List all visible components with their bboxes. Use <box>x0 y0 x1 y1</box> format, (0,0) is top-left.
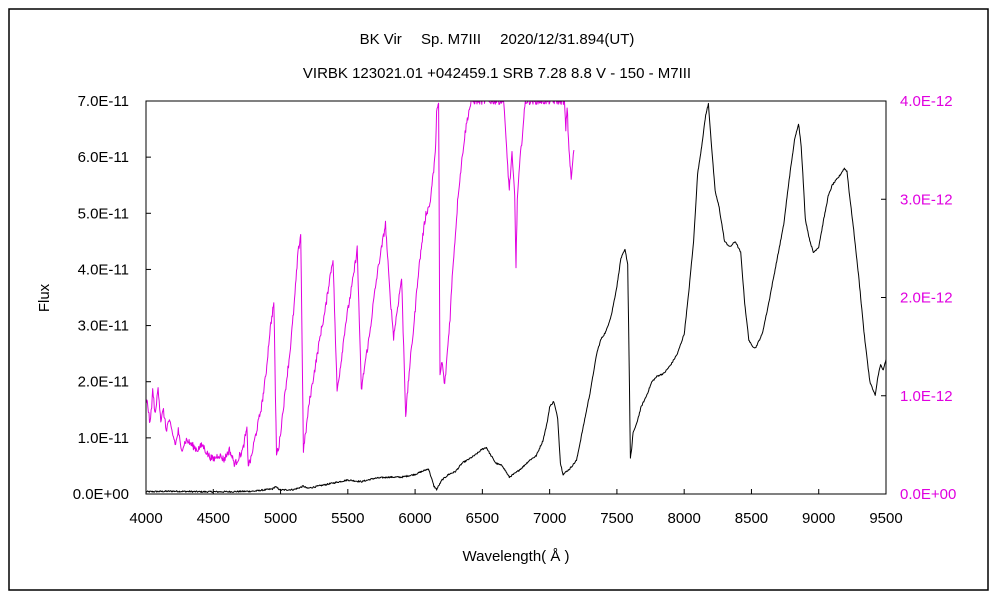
x-tick-label: 6000 <box>398 510 431 527</box>
y2-tick-label: 2.0E-12 <box>900 290 953 307</box>
x-tick-label: 7500 <box>600 510 633 527</box>
x-tick-label: 5500 <box>331 510 364 527</box>
y-tick-label: 5.0E-11 <box>78 205 129 222</box>
series-layer <box>146 101 886 493</box>
x-tick-label: 9000 <box>802 510 835 527</box>
x-tick-label: 9500 <box>869 510 902 527</box>
x-tick-label: 8500 <box>735 510 768 527</box>
chart-title: BK Vir Sp. M7III 2020/12/31.894(UT) <box>360 31 635 48</box>
y2-tick-label: 1.0E-12 <box>900 388 953 405</box>
x-tick-label: 4000 <box>129 510 162 527</box>
x-axis-label: Wavelength( Å ) <box>463 548 570 565</box>
y-axis-left: 0.0E+00 1.0E-11 2.0E-11 3.0E-11 4.0E-11 5.0E-… <box>73 93 151 503</box>
x-axis: 4000 4500 5000 5500 6000 6500 7000 7500 8000 8500… <box>129 489 903 527</box>
y2-tick-label: 0.0E+00 <box>900 486 956 503</box>
y2-tick-label: 3.0E-12 <box>900 191 953 208</box>
spectrum-line-black <box>146 102 886 493</box>
y2-tick-label: 4.0E-12 <box>900 93 953 110</box>
x-tick-label: 8000 <box>667 510 700 527</box>
y-tick-label: 6.0E-11 <box>78 149 129 166</box>
y-tick-label: 1.0E-11 <box>78 430 129 447</box>
chart-subtitle: VIRBK 123021.01 +042459.1 SRB 7.28 8.8 V… <box>303 65 691 82</box>
x-tick-label: 5000 <box>264 510 297 527</box>
outer-border <box>8 8 989 591</box>
spectrum-line-magenta <box>146 101 575 467</box>
y-tick-label: 0.0E+00 <box>73 486 129 503</box>
y-tick-label: 7.0E-11 <box>78 93 129 110</box>
x-tick-label: 6500 <box>466 510 499 527</box>
x-tick-label: 7000 <box>533 510 566 527</box>
y-axis-right: 0.0E+00 1.0E-12 2.0E-12 3.0E-12 4.0E-12 <box>881 93 956 503</box>
y-tick-label: 3.0E-11 <box>78 318 129 335</box>
y-tick-label: 2.0E-11 <box>78 374 129 391</box>
y-tick-label: 4.0E-11 <box>78 261 129 278</box>
y-axis-label: Flux <box>36 283 53 312</box>
x-tick-label: 4500 <box>197 510 230 527</box>
